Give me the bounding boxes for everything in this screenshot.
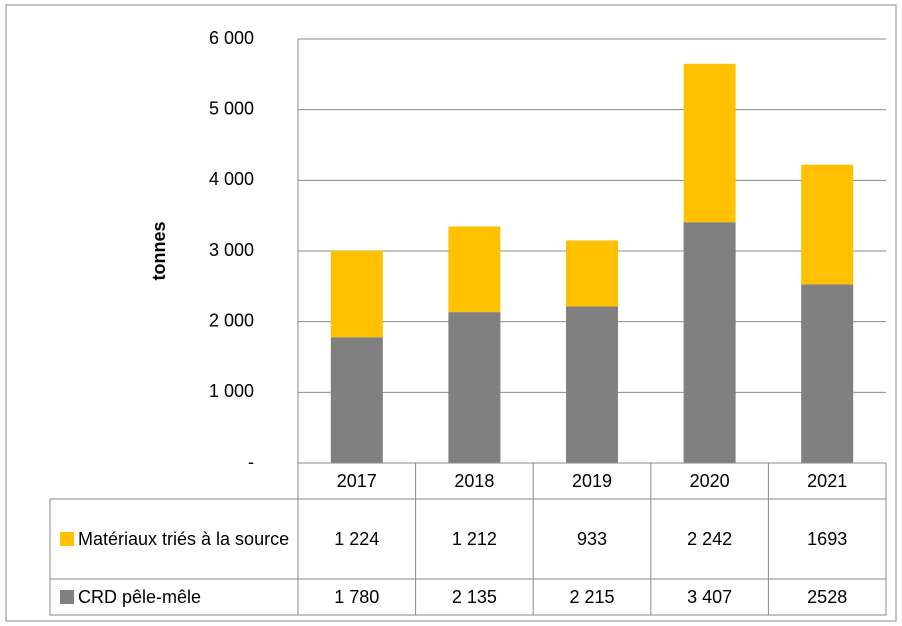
table-value: 1693	[807, 529, 847, 549]
bar-segment	[566, 306, 618, 463]
legend-label-box: CRD pêle-mêle	[78, 587, 202, 607]
table-value: 2 242	[687, 529, 732, 549]
x-tick-label: 2017	[337, 471, 377, 491]
bar-segment	[448, 312, 501, 463]
legend-swatch	[60, 532, 74, 546]
x-tick-label: 2021	[807, 471, 847, 491]
y-tick-label: 4 000	[209, 169, 254, 189]
y-tick-label: 1 000	[209, 381, 254, 401]
y-tick-label: 6 000	[209, 28, 254, 48]
table-value: 1 780	[334, 587, 379, 607]
bar-segment	[330, 337, 383, 463]
bar-segment	[683, 222, 736, 463]
bar-segment	[801, 164, 854, 285]
table-value: 1 212	[452, 529, 497, 549]
table-value: 2528	[807, 587, 847, 607]
legend-label: Matériaux triés à la source	[78, 529, 290, 549]
x-tick-label: 2019	[572, 471, 612, 491]
legend-swatch	[60, 590, 74, 604]
y-tick-label: 3 000	[209, 240, 254, 260]
table-value: 2 215	[569, 587, 614, 607]
table-value: 933	[577, 529, 607, 549]
table-value: 2 135	[452, 587, 497, 607]
y-tick-label: 5 000	[209, 98, 254, 118]
bar-segment	[801, 284, 854, 463]
legend-label-box: Matériaux triés à la source	[78, 529, 290, 549]
y-axis-label: tonnes	[149, 221, 169, 280]
table-value: 3 407	[687, 587, 732, 607]
x-tick-label: 2018	[454, 471, 494, 491]
y-tick-label: 2 000	[209, 310, 254, 330]
bar-segment	[448, 226, 501, 313]
table-value: 1 224	[334, 529, 379, 549]
bar-segment	[683, 63, 736, 223]
bar-segment	[566, 240, 618, 307]
x-tick-label: 2020	[690, 471, 730, 491]
legend-label: CRD pêle-mêle	[78, 587, 202, 607]
bar-segment	[330, 250, 383, 338]
y-tick-label: -	[248, 452, 254, 472]
